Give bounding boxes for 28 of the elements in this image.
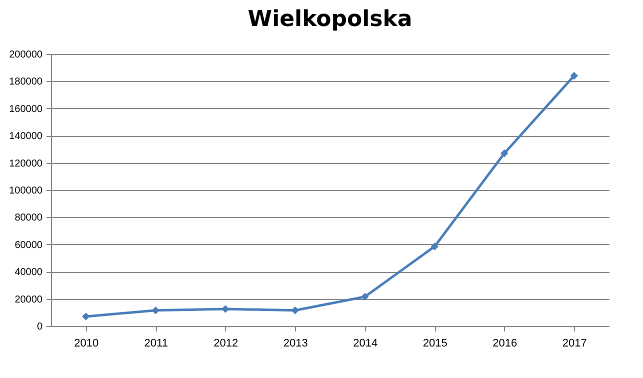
point [222, 305, 230, 313]
x-tick-label: 2010 [74, 338, 99, 350]
y-tick-label: 180000 [9, 76, 43, 88]
point [361, 292, 369, 301]
y-tick-label: 20000 [14, 294, 43, 306]
y-tick-label: 120000 [9, 158, 43, 170]
y-tick-label: 100000 [9, 186, 43, 196]
y-tick-label: 40000 [14, 267, 43, 278]
x-tick-label: 2017 [562, 338, 587, 350]
x-tick-label: 2013 [283, 338, 308, 350]
point [570, 72, 578, 80]
x-tick-label: 2016 [492, 338, 518, 350]
point [291, 306, 299, 314]
point [500, 149, 508, 158]
x-tick-label: 2015 [422, 338, 448, 350]
y-tick-label: 200000 [9, 50, 43, 60]
point [430, 242, 438, 250]
point [82, 312, 90, 320]
y-tick-label: 160000 [9, 104, 43, 115]
point [152, 306, 160, 314]
y-tick-label: 60000 [14, 240, 43, 251]
y-tick-label: 0 [36, 322, 43, 332]
x-tick-label: 2014 [353, 338, 378, 350]
x-tick-label: 2012 [214, 338, 238, 350]
y-tick-label: 80000 [14, 212, 43, 224]
x-tick-label: 2011 [144, 338, 168, 350]
y-tick-label: 140000 [9, 131, 43, 142]
chart-title: Wielkopolska [248, 7, 412, 32]
